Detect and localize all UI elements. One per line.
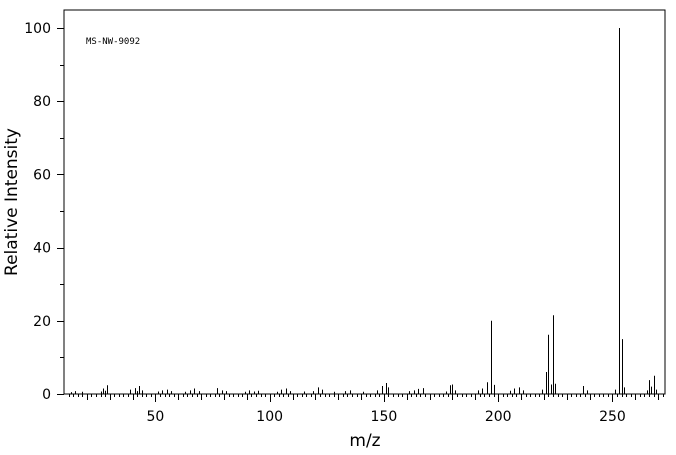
y-tick-label: 80 [33,94,51,110]
y-tick-label: 100 [24,21,51,37]
x-tick-label: 50 [146,409,164,425]
y-tick-label: 40 [33,241,51,257]
y-tick-label: 0 [42,387,51,403]
x-tick-label: 150 [371,409,398,425]
x-axis: 50 100 150 200 250 [69,394,664,425]
peak-series [71,28,657,394]
x-axis-label: m/z [349,431,380,451]
y-axis-label: Relative Intensity [2,128,22,276]
y-tick-label: 60 [33,167,51,183]
y-axis: 0 20 40 60 80 100 [24,21,64,403]
x-tick-label: 100 [256,409,283,425]
plot-frame [63,9,666,395]
x-tick-label: 250 [599,409,626,425]
spectrum-id-annotation: MS-NW-9092 [86,37,140,47]
y-tick-label: 20 [33,314,51,330]
x-tick-label: 200 [485,409,512,425]
